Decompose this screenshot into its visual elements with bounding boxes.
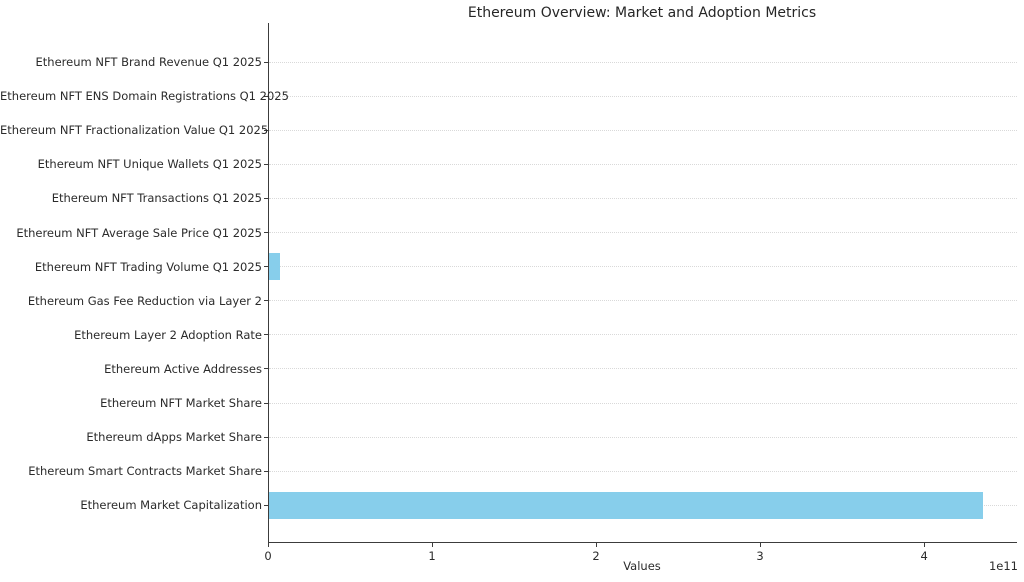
x-axis-tick [596, 543, 598, 547]
bar [269, 491, 983, 519]
y-axis-tick [264, 197, 268, 199]
y-tick-label: Ethereum NFT Market Share [100, 396, 262, 410]
x-tick-label: 0 [264, 549, 272, 563]
y-axis-tick [264, 334, 268, 336]
gridline [269, 436, 1017, 438]
y-tick-label: Ethereum NFT Average Sale Price Q1 2025 [16, 225, 262, 240]
y-tick-label: Ethereum NFT ENS Domain Registrations Q1… [0, 89, 289, 104]
y-tick-label: Ethereum Market Capitalization [80, 498, 262, 513]
y-axis-tick [264, 436, 268, 438]
plot-area [264, 23, 1017, 543]
y-axis-tick [264, 368, 268, 370]
y-axis-tick [264, 95, 268, 97]
y-tick-label: Ethereum Smart Contracts Market Share [28, 464, 262, 479]
gridline [269, 95, 1017, 97]
y-axis-tick [264, 470, 268, 472]
x-axis-tick [924, 543, 926, 547]
x-tick-label: 1 [428, 549, 436, 563]
y-axis-tick [264, 266, 268, 268]
x-tick-label: 4 [920, 549, 928, 563]
y-axis-tick [264, 61, 268, 63]
gridline [269, 334, 1017, 336]
y-tick-label: Ethereum NFT Brand Revenue Q1 2025 [35, 55, 262, 69]
gridline [269, 61, 1017, 63]
gridline [269, 300, 1017, 302]
y-axis-tick [264, 300, 268, 302]
y-tick-label: Ethereum NFT Trading Volume Q1 2025 [34, 259, 262, 274]
y-axis-tick [264, 232, 268, 233]
y-axis-tick [264, 129, 268, 131]
x-axis-tick [432, 543, 434, 547]
x-tick-label: 3 [756, 549, 764, 563]
axis-offset-text: 1e11 [988, 559, 1018, 573]
gridline [269, 470, 1017, 472]
y-tick-label: Ethereum dApps Market Share [86, 430, 262, 445]
y-axis-tick [264, 163, 268, 165]
chart-title: Ethereum Overview: Market and Adoption M… [467, 5, 817, 21]
y-tick-label: Ethereum Active Addresses [104, 361, 262, 376]
y-tick-label: Ethereum NFT Fractionalization Value Q1 … [0, 123, 269, 138]
gridline [269, 163, 1017, 165]
y-tick-label: Ethereum Gas Fee Reduction via Layer 2 [27, 293, 262, 308]
gridline [269, 197, 1017, 199]
x-axis-tick [268, 543, 269, 547]
y-axis-tick [264, 504, 268, 506]
y-tick-label: Ethereum NFT Transactions Q1 2025 [51, 191, 262, 206]
gridline [269, 402, 1017, 404]
gridline [269, 232, 1017, 233]
y-axis-tick [264, 402, 268, 404]
bar [269, 253, 280, 281]
y-tick-label: Ethereum NFT Unique Wallets Q1 2025 [37, 157, 262, 172]
gridline [269, 266, 1017, 268]
gridline [269, 368, 1017, 370]
x-axis-tick [760, 543, 762, 547]
y-tick-label: Ethereum Layer 2 Adoption Rate [74, 327, 262, 342]
gridline [269, 129, 1017, 131]
x-axis-label: Values [623, 559, 661, 573]
x-tick-label: 2 [592, 549, 600, 563]
